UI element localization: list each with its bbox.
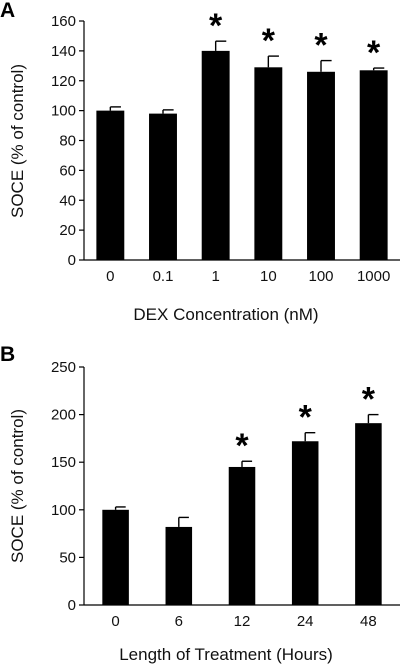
panel-a-x-tick-label: 1000 <box>357 268 390 285</box>
panel-a-bar <box>254 67 283 261</box>
panel-b-significance-star: * <box>362 381 376 419</box>
panel-a-bar <box>359 70 388 260</box>
panel-a-significance-star: * <box>209 7 223 45</box>
panel-a-y-tick-label: 20 <box>59 222 76 239</box>
panel-a-y-tick-label: 40 <box>59 192 76 209</box>
panel-b-y-tick-label: 250 <box>51 359 76 376</box>
panel-a-y-tick-label: 140 <box>51 43 76 60</box>
panel-b-y-tick-label: 200 <box>51 407 76 424</box>
panel-b-bar <box>291 441 319 605</box>
panel-a-significance-star: * <box>262 22 276 60</box>
panel-b-significance-star: * <box>299 399 313 437</box>
panel-a-bar <box>149 113 177 260</box>
panel-b-y-axis-title: SOCE (% of control) <box>8 409 27 563</box>
panel-b-x-tick-label: 6 <box>175 613 183 630</box>
panel-a-significance-star: * <box>314 27 328 65</box>
panel-b-x-tick-label: 0 <box>111 613 119 630</box>
panel-a-plot: 0 20 40 60 80 100 120 140 160 0 0.1 1 * 10 * 100 * 1000 * <box>51 7 400 285</box>
panel-b-y-tick-label: 50 <box>59 549 76 566</box>
panel-a-bar <box>307 71 335 260</box>
panel-a-bar <box>201 50 230 260</box>
panel-a-letter: A <box>0 0 15 22</box>
panel-a-x-tick-label: 10 <box>260 268 277 285</box>
panel-a-x-tick-label: 0.1 <box>153 268 174 285</box>
panel-b-bar <box>228 466 256 605</box>
panel-a-y-tick-label: 160 <box>51 13 76 30</box>
panel-a-y-tick-label: 80 <box>59 133 76 150</box>
panel-b-significance-star: * <box>235 427 249 465</box>
panel-a: A 0 20 40 60 80 100 120 140 160 0 0.1 1 * 10 * 100 * 1000… <box>0 0 400 324</box>
panel-a-x-tick-label: 1 <box>211 268 219 285</box>
panel-b-letter: B <box>0 343 15 366</box>
panel-b-x-tick-label: 12 <box>234 613 251 630</box>
panel-b: B 0 50 100 150 200 250 0 6 12 * 24 * 48 * SOCE (% of … <box>0 343 400 664</box>
panel-a-x-tick-label: 100 <box>308 268 333 285</box>
panel-b-bar <box>355 423 382 605</box>
panel-b-x-tick-label: 24 <box>297 613 314 630</box>
panel-b-bar <box>165 526 193 605</box>
panel-a-y-tick-label: 0 <box>68 252 76 269</box>
panel-b-y-tick-label: 150 <box>51 454 76 471</box>
panel-b-x-axis-title: Length of Treatment (Hours) <box>119 645 333 664</box>
panel-b-bar <box>102 509 129 605</box>
panel-b-y-tick-label: 0 <box>68 597 76 614</box>
panel-b-plot: 0 50 100 150 200 250 0 6 12 * 24 * 48 * <box>51 359 400 630</box>
panel-b-y-tick-label: 100 <box>51 502 76 519</box>
panel-a-bar <box>96 110 125 260</box>
panel-a-x-axis-title: DEX Concentration (nM) <box>133 305 318 324</box>
panel-a-y-tick-label: 100 <box>51 103 76 120</box>
panel-a-x-tick-label: 0 <box>106 268 114 285</box>
panel-b-x-tick-label: 48 <box>360 613 377 630</box>
panel-a-significance-star: * <box>367 34 381 72</box>
panel-a-y-tick-label: 60 <box>59 162 76 179</box>
panel-a-y-axis-title: SOCE (% of control) <box>8 64 27 218</box>
panel-a-y-tick-label: 120 <box>51 73 76 90</box>
